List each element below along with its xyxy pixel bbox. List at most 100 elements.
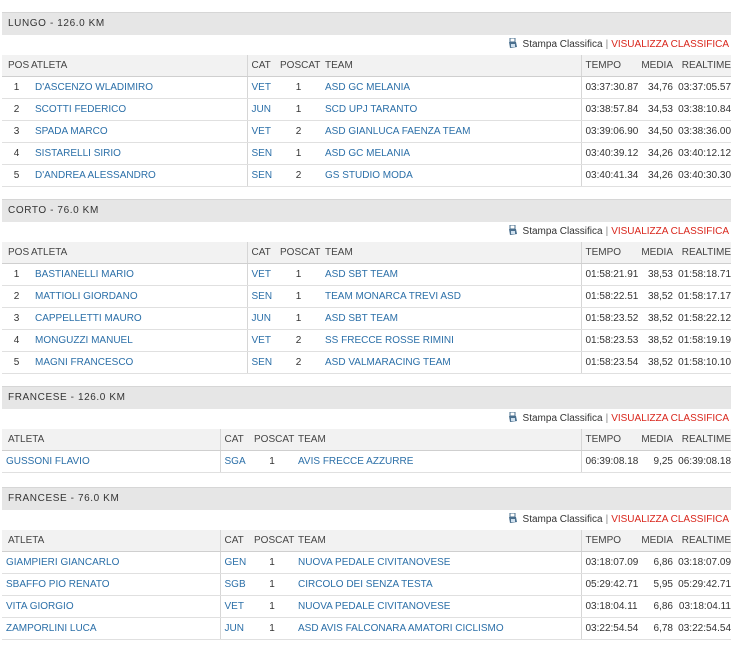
cell-realtime: 03:38:36.00 [673, 120, 731, 143]
col-tempo: TEMPO [580, 530, 637, 552]
cell-tempo: 01:58:23.54 [580, 351, 638, 374]
table-row[interactable]: GIAMPIERI GIANCARLO GEN 1 NUOVA PEDALE CIVI… [2, 551, 731, 574]
cell-realtime: 01:58:17.17 [673, 285, 731, 308]
cell-cat: GEN [219, 551, 250, 574]
section-title: LUNGO - 126.0 KM [2, 12, 731, 35]
table-row[interactable]: 5 D'ANDREA ALESSANDRO SEN 2 GS STUDIO MODA 03… [2, 164, 731, 187]
section-corto: CORTO - 76.0 KM Stampa Classifica | VISUAL… [2, 199, 731, 374]
print-ranking-link[interactable]: Stampa Classifica [522, 39, 603, 50]
table-row[interactable]: 5 MAGNI FRANCESCO SEN 2 ASD VALMARACING TEAM… [2, 351, 731, 374]
print-ranking-link[interactable]: Stampa Classifica [522, 514, 603, 525]
team-link[interactable]: AVIS FRECCE AZZURRE [294, 450, 581, 473]
table-row[interactable]: 4 SISTARELLI SIRIO SEN 1 ASD GC MELANIA 03:40… [2, 142, 731, 165]
results-table: POS ATLETA CAT POSCAT TEAM TEMPO MEDIA R… [2, 242, 731, 374]
team-link[interactable]: SS FRECCE ROSSE RIMINI [321, 329, 581, 352]
athlete-link[interactable]: SPADA MARCO [31, 120, 247, 143]
cell-tempo: 05:29:42.71 [580, 573, 638, 596]
cell-cat: SEN [246, 142, 276, 165]
cell-tempo: 01:58:21.91 [580, 263, 638, 286]
athlete-link[interactable]: SBAFFO PIO RENATO [2, 573, 220, 596]
cell-media: 38,52 [637, 285, 673, 308]
cell-tempo: 01:58:23.52 [580, 307, 638, 330]
athlete-link[interactable]: CAPPELLETTI MAURO [31, 307, 247, 330]
col-atleta: ATLETA [31, 242, 247, 264]
athlete-link[interactable]: SISTARELLI SIRIO [31, 142, 247, 165]
cell-poscat: 1 [276, 142, 321, 165]
athlete-link[interactable]: MATTIOLI GIORDANO [31, 285, 247, 308]
team-link[interactable]: NUOVA PEDALE CIVITANOVESE [294, 595, 581, 618]
printer-icon[interactable] [508, 37, 518, 48]
athlete-link[interactable]: D'ASCENZO WLADIMIRO [31, 76, 247, 99]
col-poscat: POSCAT [250, 429, 294, 451]
cell-media: 34,76 [637, 76, 673, 99]
athlete-link[interactable]: ZAMPORLINI LUCA [2, 617, 220, 640]
cell-cat: JUN [246, 307, 276, 330]
team-link[interactable]: GS STUDIO MODA [321, 164, 581, 187]
cell-pos: 4 [2, 329, 31, 352]
section-title: CORTO - 76.0 KM [2, 199, 731, 222]
view-ranking-link[interactable]: VISUALIZZA CLASSIFICA [611, 39, 729, 50]
table-row[interactable]: ZAMPORLINI LUCA JUN 1 ASD AVIS FALCONARA AM… [2, 617, 731, 640]
cell-realtime: 05:29:42.71 [673, 573, 731, 596]
athlete-link[interactable]: D'ANDREA ALESSANDRO [31, 164, 247, 187]
table-row[interactable]: 3 CAPPELLETTI MAURO JUN 1 ASD SBT TEAM 01:58:… [2, 307, 731, 330]
col-team: TEAM [294, 530, 581, 552]
results-table: ATLETA CAT POSCAT TEAM TEMPO MEDIA REALT… [2, 530, 731, 640]
table-row[interactable]: 4 MONGUZZI MANUEL VET 2 SS FRECCE ROSSE RIMI… [2, 329, 731, 352]
cell-poscat: 1 [276, 76, 321, 99]
cell-media: 6,86 [637, 551, 673, 574]
athlete-link[interactable]: SCOTTI FEDERICO [31, 98, 247, 121]
col-realtime: REALTIME [673, 242, 731, 264]
col-realtime: REALTIME [673, 429, 731, 451]
table-row[interactable]: SBAFFO PIO RENATO SGB 1 CIRCOLO DEI SENZA T… [2, 573, 731, 596]
athlete-link[interactable]: VITA GIORGIO [2, 595, 220, 618]
table-header-row: POS ATLETA CAT POSCAT TEAM TEMPO MEDIA R… [2, 55, 731, 77]
toolbar-separator: | [605, 39, 609, 50]
athlete-link[interactable]: GUSSONI FLAVIO [2, 450, 220, 473]
table-header-row: ATLETA CAT POSCAT TEAM TEMPO MEDIA REALT… [2, 530, 731, 552]
athlete-link[interactable]: MONGUZZI MANUEL [31, 329, 247, 352]
cell-pos: 1 [2, 76, 31, 99]
cell-tempo: 03:18:07.09 [580, 551, 638, 574]
col-cat: CAT [219, 530, 250, 552]
table-row[interactable]: 2 SCOTTI FEDERICO JUN 1 SCD UPJ TARANTO 03:38… [2, 98, 731, 121]
cell-pos: 1 [2, 263, 31, 286]
section-title: FRANCESE - 126.0 KM [2, 386, 731, 409]
table-row[interactable]: 1 BASTIANELLI MARIO VET 1 ASD SBT TEAM 01:58:… [2, 263, 731, 286]
cell-realtime: 03:38:10.84 [673, 98, 731, 121]
team-link[interactable]: ASD GIANLUCA FAENZA TEAM [321, 120, 581, 143]
cell-pos: 2 [2, 98, 31, 121]
table-row[interactable]: 3 SPADA MARCO VET 2 ASD GIANLUCA FAENZA TEAM… [2, 120, 731, 143]
athlete-link[interactable]: GIAMPIERI GIANCARLO [2, 551, 220, 574]
athlete-link[interactable]: MAGNI FRANCESCO [31, 351, 247, 374]
view-ranking-link[interactable]: VISUALIZZA CLASSIFICA [611, 514, 729, 525]
table-row[interactable]: 2 MATTIOLI GIORDANO SEN 1 TEAM MONARCA TREVI… [2, 285, 731, 308]
cell-media: 38,52 [637, 307, 673, 330]
col-team: TEAM [321, 242, 581, 264]
view-ranking-link[interactable]: VISUALIZZA CLASSIFICA [611, 413, 729, 424]
print-ranking-link[interactable]: Stampa Classifica [522, 413, 603, 424]
team-link[interactable]: CIRCOLO DEI SENZA TESTA [294, 573, 581, 596]
cell-realtime: 03:22:54.54 [673, 617, 731, 640]
table-row[interactable]: 1 D'ASCENZO WLADIMIRO VET 1 ASD GC MELANIA 03… [2, 76, 731, 99]
table-row[interactable]: GUSSONI FLAVIO SGA 1 AVIS FRECCE AZZURRE 06:… [2, 450, 731, 473]
team-link[interactable]: NUOVA PEDALE CIVITANOVESE [294, 551, 581, 574]
athlete-link[interactable]: BASTIANELLI MARIO [31, 263, 247, 286]
team-link[interactable]: ASD GC MELANIA [321, 76, 581, 99]
view-ranking-link[interactable]: VISUALIZZA CLASSIFICA [611, 226, 729, 237]
team-link[interactable]: ASD SBT TEAM [321, 307, 581, 330]
printer-icon[interactable] [508, 224, 518, 235]
team-link[interactable]: ASD SBT TEAM [321, 263, 581, 286]
printer-icon[interactable] [508, 512, 518, 523]
cell-media: 38,53 [637, 263, 673, 286]
table-row[interactable]: VITA GIORGIO VET 1 NUOVA PEDALE CIVITANOVES… [2, 595, 731, 618]
cell-realtime: 03:18:07.09 [673, 551, 731, 574]
cell-tempo: 03:38:57.84 [580, 98, 638, 121]
printer-icon[interactable] [508, 411, 518, 422]
team-link[interactable]: ASD GC MELANIA [321, 142, 581, 165]
team-link[interactable]: ASD VALMARACING TEAM [321, 351, 581, 374]
team-link[interactable]: SCD UPJ TARANTO [321, 98, 581, 121]
print-ranking-link[interactable]: Stampa Classifica [522, 226, 603, 237]
team-link[interactable]: TEAM MONARCA TREVI ASD [321, 285, 581, 308]
team-link[interactable]: ASD AVIS FALCONARA AMATORI CICLISMO [294, 617, 581, 640]
